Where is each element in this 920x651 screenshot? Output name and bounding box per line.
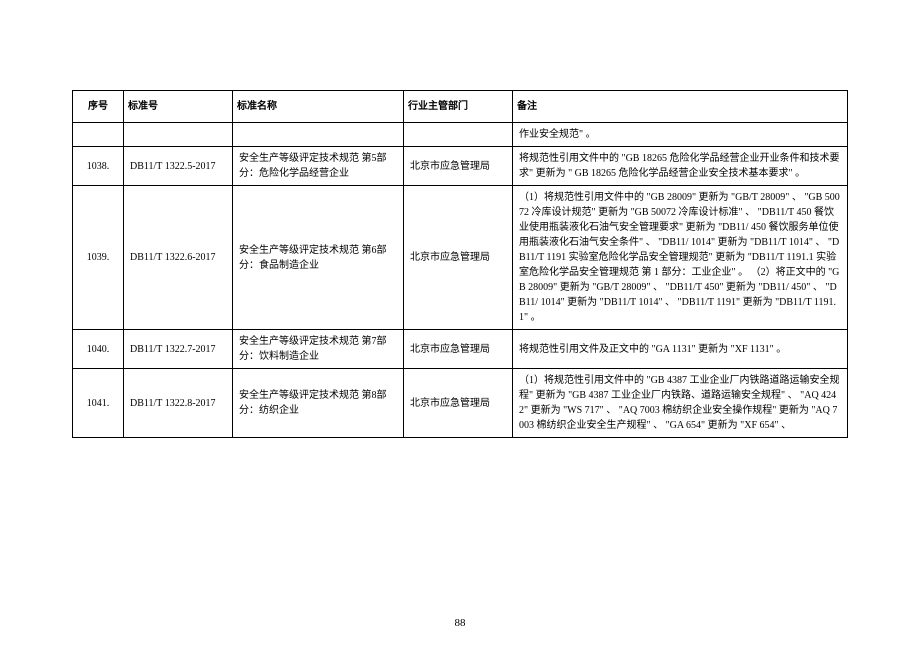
table-header-row: 序号 标准号 标准名称 行业主管部门 备注 [73,91,848,123]
cell-name [233,123,404,147]
cell-name: 安全生产等级评定技术规范 第8部分：纺织企业 [233,369,404,438]
cell-note: 作业安全规范" 。 [513,123,848,147]
col-header-note: 备注 [513,91,848,123]
col-header-seq: 序号 [73,91,124,123]
cell-note: 将规范性引用文件中的 "GB 18265 危险化学品经营企业开业条件和技术要求"… [513,147,848,186]
page-number: 88 [0,617,920,629]
cell-seq [73,123,124,147]
cell-dept: 北京市应急管理局 [404,147,513,186]
standards-table: 序号 标准号 标准名称 行业主管部门 备注 作业安全规范" 。 1038. DB… [72,90,848,438]
cell-name: 安全生产等级评定技术规范 第5部分：危险化学品经营企业 [233,147,404,186]
cell-seq: 1040. [73,330,124,369]
cell-code [124,123,233,147]
cell-dept: 北京市应急管理局 [404,369,513,438]
cell-seq: 1038. [73,147,124,186]
cell-note: （1）将规范性引用文件中的 "GB 28009" 更新为 "GB/T 28009… [513,186,848,330]
cell-dept: 北京市应急管理局 [404,186,513,330]
cell-dept [404,123,513,147]
cell-dept: 北京市应急管理局 [404,330,513,369]
table-row: 1041. DB11/T 1322.8-2017 安全生产等级评定技术规范 第8… [73,369,848,438]
cell-code: DB11/T 1322.8-2017 [124,369,233,438]
cell-note: 将规范性引用文件及正文中的 "GA 1131" 更新为 "XF 1131" 。 [513,330,848,369]
col-header-code: 标准号 [124,91,233,123]
cell-name: 安全生产等级评定技术规范 第6部分：食品制造企业 [233,186,404,330]
cell-name: 安全生产等级评定技术规范 第7部分：饮料制造企业 [233,330,404,369]
table-row: 1040. DB11/T 1322.7-2017 安全生产等级评定技术规范 第7… [73,330,848,369]
cell-note: （1）将规范性引用文件中的 "GB 4387 工业企业厂内铁路道路运输安全规程"… [513,369,848,438]
cell-code: DB11/T 1322.5-2017 [124,147,233,186]
cell-code: DB11/T 1322.6-2017 [124,186,233,330]
cell-code: DB11/T 1322.7-2017 [124,330,233,369]
table-row: 1039. DB11/T 1322.6-2017 安全生产等级评定技术规范 第6… [73,186,848,330]
col-header-name: 标准名称 [233,91,404,123]
table-row: 作业安全规范" 。 [73,123,848,147]
col-header-dept: 行业主管部门 [404,91,513,123]
table-row: 1038. DB11/T 1322.5-2017 安全生产等级评定技术规范 第5… [73,147,848,186]
cell-seq: 1041. [73,369,124,438]
cell-seq: 1039. [73,186,124,330]
